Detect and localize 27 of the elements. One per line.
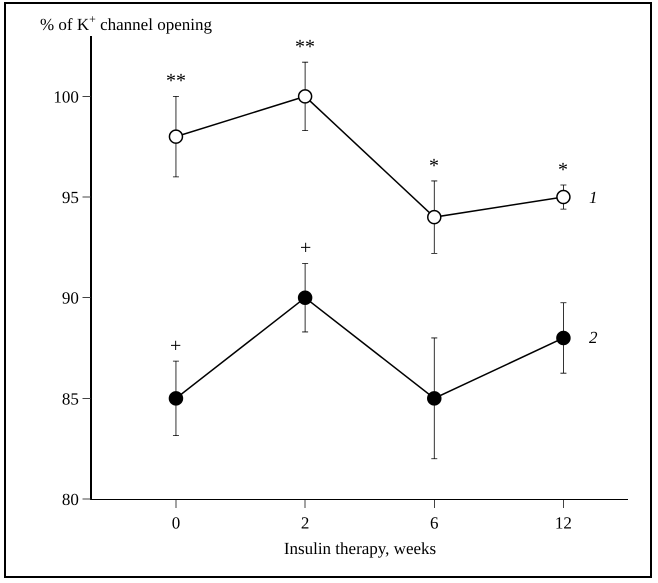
point (427, 210, 442, 224)
point (427, 391, 442, 406)
annotation: + (300, 237, 312, 259)
y-tick-label: 80 (62, 490, 79, 509)
series-label: 2 (589, 328, 598, 347)
point (168, 129, 184, 144)
point (556, 190, 571, 204)
y-tick-label: 85 (62, 389, 79, 408)
point (556, 330, 571, 346)
y-axis-title: % of K$^{+}$ channel opening (40, 12, 212, 34)
point (298, 89, 312, 104)
annotation: ** (295, 36, 315, 58)
point (168, 391, 184, 406)
series-label: 1 (589, 188, 598, 207)
x-tick-label: 12 (554, 513, 572, 532)
annotation: ** (166, 70, 186, 92)
annotation: + (170, 335, 182, 357)
y-tick-label: 100 (53, 87, 79, 106)
x-tick-label: 0 (172, 513, 180, 532)
annotation: * (429, 155, 439, 177)
x-tick-label: 2 (300, 513, 310, 532)
point (298, 290, 312, 305)
y-tick-label: 95 (62, 188, 79, 207)
x-tick-label: 6 (430, 513, 439, 532)
annotation: * (558, 159, 568, 181)
x-axis-title: Insulin therapy, weeks (284, 538, 436, 558)
y-tick-label: 90 (62, 288, 79, 308)
